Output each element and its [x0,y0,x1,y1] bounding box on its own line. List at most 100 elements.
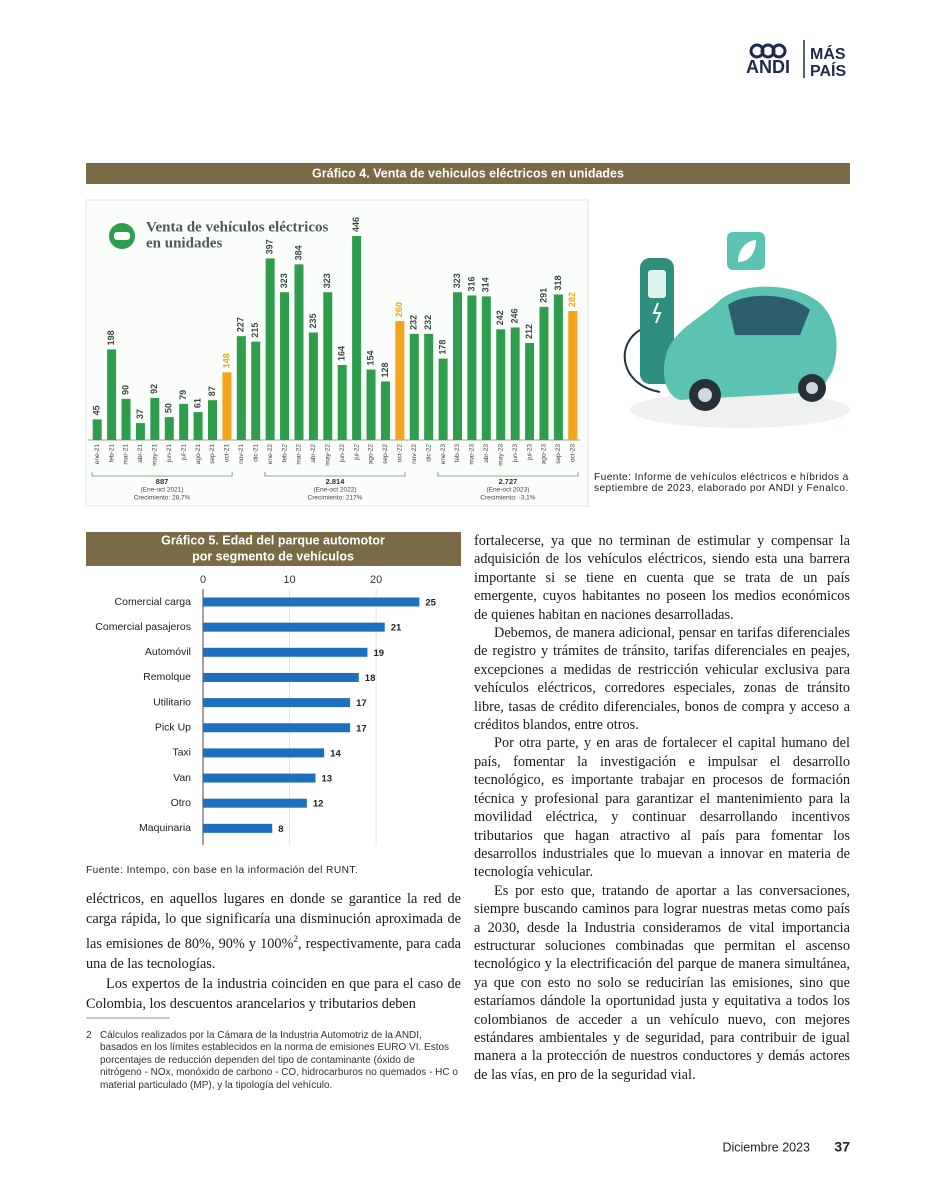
bar [107,349,117,440]
value-label: 21 [391,623,402,634]
x-tick-label: jul-21 [180,444,187,461]
bar [150,397,160,440]
group-growth: Crecimiento: -3,1% [480,495,535,502]
illustration [623,232,850,428]
x-tick-label: feb-23 [454,444,461,463]
value-label: 178 [437,340,447,355]
x-tick-label: 20 [370,574,382,586]
x-tick-label: jun-21 [166,444,173,463]
value-label: 61 [192,398,202,408]
bar [203,698,351,708]
bar [395,321,405,440]
bar [203,672,359,682]
x-tick-label: oct-22 [397,444,404,462]
value-label: 323 [452,273,462,288]
footnote-ref: 2 [293,934,298,944]
value-label: 90 [120,385,130,395]
bar [222,372,232,440]
value-label: 198 [106,330,116,345]
figure-caption: por segmento de vehículos [192,549,354,563]
x-tick-label: jun-22 [339,444,346,463]
figure-source: Fuente: Intempo, con base en la informac… [86,865,359,876]
bar [203,597,420,607]
value-label: 17 [356,698,367,709]
category-label: Comercial carga [115,596,192,608]
value-label: 17 [356,723,367,734]
value-label: 384 [293,245,303,260]
x-tick-label: mar-22 [296,444,303,465]
bar [203,798,307,808]
x-tick-label: nov-21 [238,444,245,464]
value-label: 260 [394,302,404,317]
group-total: 887 [156,477,169,486]
x-tick-label: mar-21 [123,444,130,465]
cable [623,329,661,393]
x-tick-label: jul-22 [353,444,360,461]
value-label: 232 [409,315,419,330]
bar [539,306,549,440]
value-label: 148 [221,353,231,368]
value-label: 212 [524,324,534,339]
value-label: 291 [538,288,548,303]
value-label: 45 [92,405,102,415]
value-label: 227 [236,317,246,332]
x-tick-label: feb-22 [281,444,288,463]
value-label: 446 [351,217,361,232]
value-label: 323 [279,273,289,288]
x-tick-label: 0 [200,574,206,586]
bar [203,647,368,657]
paragraph: Debemos, de manera adicional, pensar en … [474,625,850,734]
bar [203,723,351,733]
value-label: 13 [322,774,333,785]
figure-header [86,532,461,566]
group-total: 2.814 [326,477,346,486]
bar [203,748,325,758]
value-label: 128 [380,362,390,377]
x-tick-label: sep-21 [209,444,216,464]
group-period: (Ene-oct 2021) [141,487,184,494]
bar [294,264,304,440]
bar [337,364,347,440]
x-tick-label: ene-21 [94,444,101,465]
category-label: Taxi [172,747,191,759]
x-tick-label: ago-21 [195,444,202,465]
value-label: 323 [322,273,332,288]
x-tick-label: feb-21 [108,444,115,463]
x-tick-label: jul-23 [526,444,533,461]
page-number: 37 [834,1139,850,1155]
brand: ANDI [746,57,790,77]
partner-bottom: PAÍS [810,61,846,80]
value-label: 92 [149,384,159,394]
group-period: (Ene-oct 2022) [314,487,357,494]
bar [352,235,362,440]
bar [251,341,261,440]
value-label: 87 [207,386,217,396]
text: eléctricos, en aquellos lugares en donde… [86,891,461,952]
value-label: 316 [466,276,476,291]
bar [208,400,217,440]
bar [308,332,318,440]
x-tick-label: oct-21 [224,444,231,462]
value-label: 25 [425,598,436,609]
bar [438,358,448,440]
bar [366,369,376,440]
x-tick-label: may-22 [325,444,332,466]
value-label: 314 [481,277,491,292]
group-bracket [264,472,406,477]
value-label: 8 [278,824,283,835]
bar [453,292,462,440]
x-tick-label: sep-22 [382,444,389,464]
bar [467,295,477,440]
value-label: 282 [567,292,577,307]
left-column: eléctricos, en aquellos lugares en donde… [86,889,461,1014]
x-tick-label: abr-23 [483,444,490,463]
paragraph: Los expertos de la industria coinciden e… [86,975,461,1012]
bar [203,622,385,632]
bar [568,311,578,440]
bar [424,333,434,440]
x-tick-label: nov-22 [411,444,418,464]
group-growth: Crecimiento: 28,7% [134,495,191,502]
category-label: Maquinaria [139,822,191,834]
